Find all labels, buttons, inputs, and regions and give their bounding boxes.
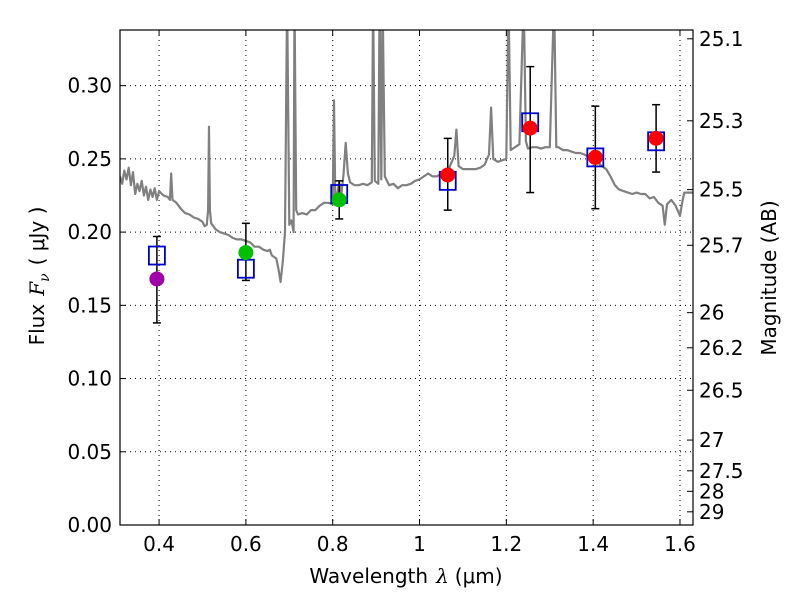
- y-axis-ticks: 0.00 0.05 0.10 0.15 0.20 0.25 0.30: [67, 74, 126, 537]
- y-tick-label: 0.10: [67, 367, 112, 391]
- x-tick-label: 1.2: [490, 532, 522, 556]
- y-tick-label: 0.30: [67, 74, 112, 98]
- x-tick-label: 1.6: [664, 532, 696, 556]
- y2-axis-title: Magnitude (AB): [757, 200, 781, 355]
- x-tick-label: 0.8: [317, 532, 349, 556]
- y-tick-label: 0.20: [67, 220, 112, 244]
- x-axis-title: Wavelength λ (μm): [309, 564, 502, 588]
- y2-tick-label: 26: [699, 301, 724, 325]
- observed-point: [149, 271, 165, 287]
- observed-points: [149, 120, 664, 287]
- observed-point: [331, 192, 347, 208]
- y2-tick-label: 25.7: [699, 233, 744, 257]
- y2-tick-label: 29: [699, 500, 724, 524]
- model-point-square: [586, 147, 605, 168]
- observed-point: [522, 120, 538, 136]
- x-axis-ticks: 0.4 0.6 0.8 1 1.2 1.4 1.6: [143, 30, 696, 556]
- y2-tick-label: 25.1: [699, 27, 744, 51]
- y2-tick-label: 28: [699, 479, 724, 503]
- observed-point: [238, 245, 254, 261]
- y2-tick-label: 25.3: [699, 109, 744, 133]
- plot-frame: [119, 29, 694, 526]
- y-tick-label: 0.05: [67, 440, 112, 464]
- observed-point: [440, 167, 456, 183]
- template-spectrum-layer: [120, 30, 693, 283]
- x-tick-label: 0.4: [143, 532, 175, 556]
- y-tick-label: 0.00: [67, 513, 112, 537]
- observed-point: [648, 130, 664, 146]
- model-point-square: [147, 245, 166, 266]
- y-axis-title: FluxFν( μJy ): [25, 207, 53, 346]
- x-tick-label: 1: [413, 532, 426, 556]
- y2-tick-label: 26.5: [699, 378, 744, 402]
- y2-tick-label: 25.5: [699, 178, 744, 202]
- y-tick-label: 0.25: [67, 147, 112, 171]
- observed-point: [587, 149, 603, 165]
- y2-tick-label: 27: [699, 428, 724, 452]
- model-points: [147, 112, 666, 279]
- x-tick-label: 1.4: [577, 532, 609, 556]
- y2-tick-label: 27.5: [699, 459, 744, 483]
- grid: [120, 30, 693, 526]
- error-bars: [152, 65, 661, 324]
- x-tick-label: 0.6: [230, 532, 262, 556]
- y-tick-label: 0.15: [67, 293, 112, 317]
- y2-tick-label: 26.2: [699, 336, 744, 360]
- template-spectrum-line: [120, 30, 693, 283]
